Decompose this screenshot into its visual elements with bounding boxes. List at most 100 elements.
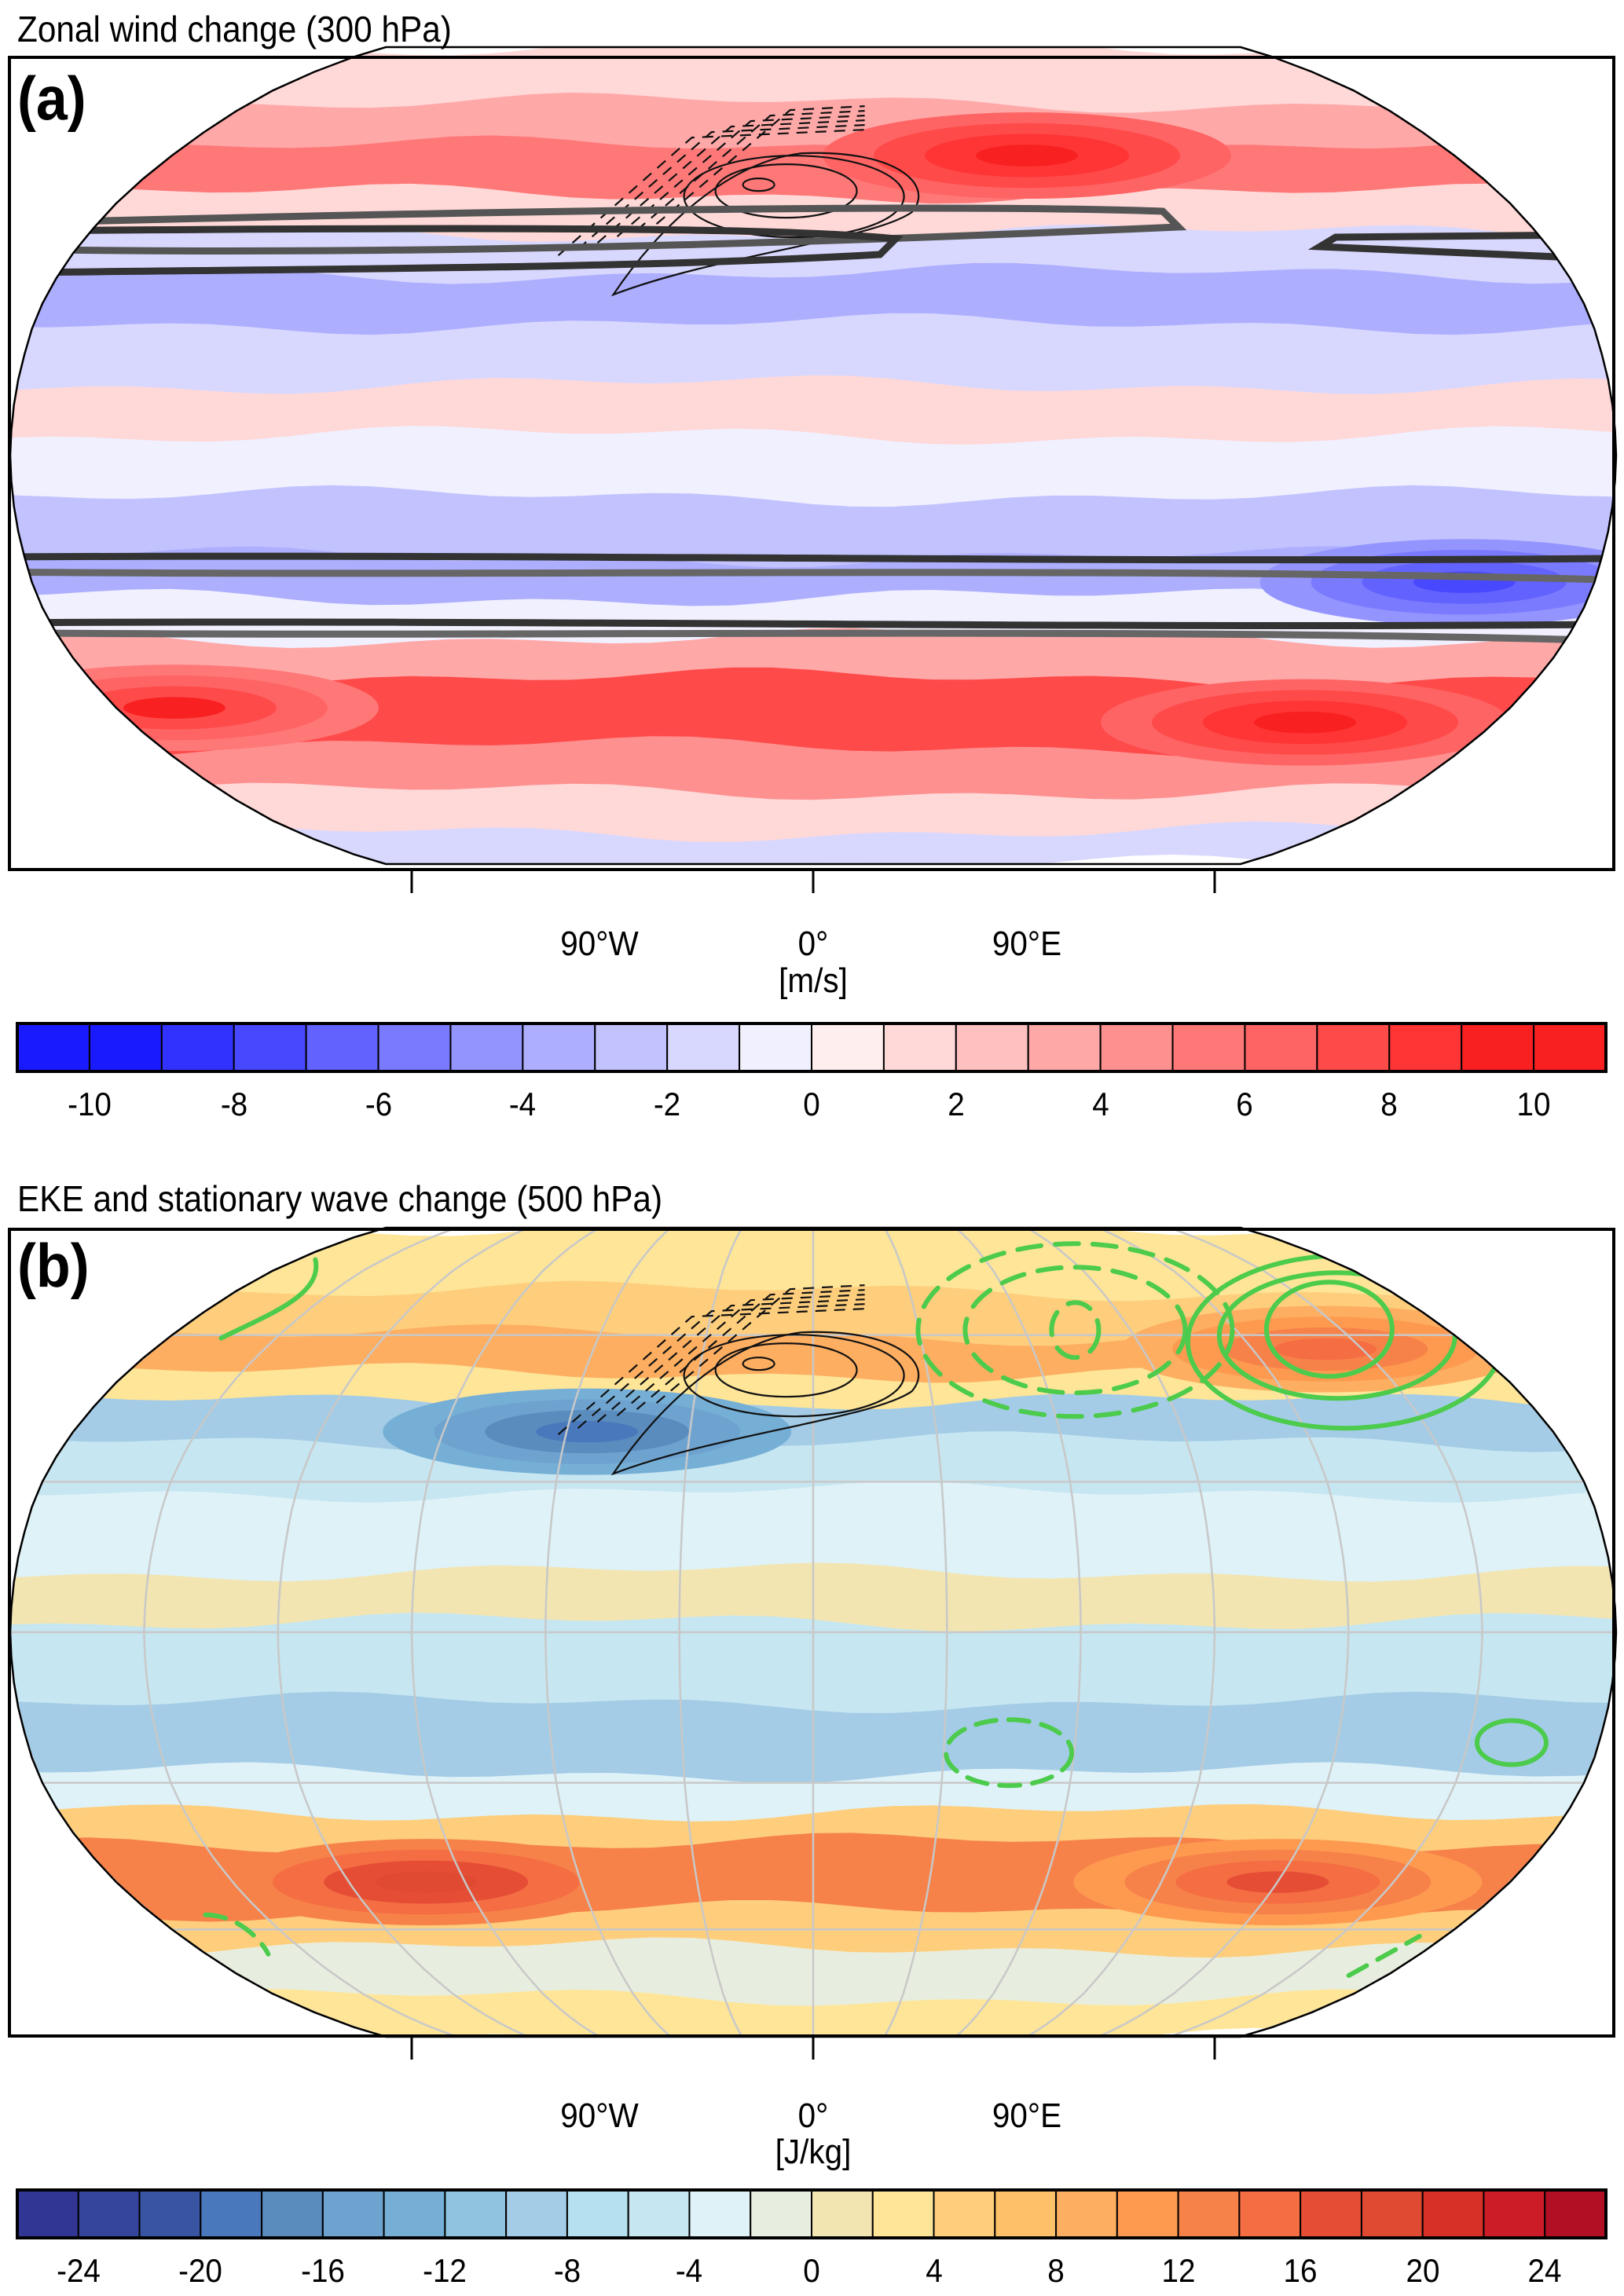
colorbar-box bbox=[1055, 2189, 1118, 2239]
colorbar-tick-label: 20 bbox=[1406, 2252, 1440, 2289]
zonal-band bbox=[10, 736, 1614, 802]
colorbar-box bbox=[882, 1023, 957, 1072]
topography-contour-dashed bbox=[616, 1294, 865, 1417]
colorbar-box bbox=[1483, 2189, 1546, 2239]
colorbar-box bbox=[233, 1023, 307, 1072]
zonal-band bbox=[10, 821, 1614, 864]
panel-b-xtick-0: 0° bbox=[797, 2096, 829, 2135]
colorbar-box bbox=[321, 2189, 385, 2239]
colorbar-outline bbox=[16, 2188, 1608, 2239]
colorbar-tick-label: 0 bbox=[803, 2252, 820, 2289]
anomaly-patch bbox=[1274, 1338, 1377, 1360]
panel-a-field bbox=[10, 47, 1616, 864]
panel-b-title: EKE and stationary wave change (500 hPa) bbox=[17, 1178, 663, 1219]
topography-contour-dashed bbox=[577, 1303, 865, 1429]
panel-b-frame bbox=[8, 1228, 1615, 2038]
colorbar-box bbox=[16, 2189, 79, 2239]
colorbar-box bbox=[594, 1023, 669, 1072]
colorbar-box bbox=[77, 2189, 141, 2239]
colorbar-tick-label: -24 bbox=[56, 2252, 101, 2289]
colorbar-box bbox=[1116, 2189, 1179, 2239]
colorbar-box bbox=[16, 1023, 90, 1072]
colorbar-tick-label: -4 bbox=[509, 1086, 537, 1122]
jet-contour bbox=[10, 225, 904, 276]
panel-a-xtick-0: 0° bbox=[797, 925, 829, 963]
colorbar-box bbox=[1300, 2189, 1362, 2239]
anomaly-patch bbox=[375, 1871, 478, 1893]
colorbar-box bbox=[383, 2189, 446, 2239]
anomaly-patch bbox=[1254, 711, 1357, 734]
topography-contour-dashed bbox=[616, 115, 865, 237]
panel-a-title: Zonal wind change (300 hPa) bbox=[17, 9, 452, 49]
colorbar-box bbox=[505, 2189, 568, 2239]
colorbar-tick-label: -4 bbox=[676, 2252, 703, 2289]
panel-a-xtick-90w: 90°W bbox=[560, 925, 639, 963]
colorbar-outline bbox=[16, 1022, 1608, 1073]
jet-contour bbox=[10, 629, 1616, 645]
panel-a-letter: (a) bbox=[17, 64, 86, 133]
colorbar-tick-label: 8 bbox=[1380, 1086, 1399, 1122]
stationary-wave-contour-negative bbox=[1346, 1934, 1422, 1978]
zonal-band bbox=[10, 1989, 1614, 2037]
topography-contour bbox=[742, 1357, 775, 1371]
colorbar-box bbox=[871, 2189, 935, 2239]
colorbar-tick-label: -8 bbox=[220, 1086, 247, 1122]
colorbar-box bbox=[566, 2189, 629, 2239]
panel-b-xtick-90e: 90°E bbox=[992, 2096, 1062, 2135]
zonal-band bbox=[10, 375, 1614, 446]
anomaly-patch bbox=[123, 697, 225, 719]
colorbar-box bbox=[444, 2189, 508, 2239]
colorbar-box bbox=[138, 2189, 202, 2239]
colorbar-box bbox=[933, 2189, 996, 2239]
colorbar-tick-label: -8 bbox=[553, 2252, 581, 2289]
stationary-wave-contour-negative bbox=[203, 1912, 271, 1957]
colorbar-box bbox=[200, 2189, 263, 2239]
panel-b-xtick-90w: 90°W bbox=[560, 2096, 639, 2135]
anomaly-patch bbox=[536, 1420, 639, 1443]
colorbar-box bbox=[1177, 2189, 1241, 2239]
stationary-wave-contour-negative bbox=[1049, 1300, 1102, 1360]
topography-contour-dashed bbox=[596, 1298, 865, 1423]
zonal-band bbox=[10, 782, 1614, 844]
zonal-band bbox=[10, 485, 1614, 569]
topography-contour bbox=[683, 1334, 905, 1418]
zonal-band bbox=[10, 1762, 1614, 1823]
stationary-wave-contour-positive bbox=[1263, 1280, 1395, 1379]
panel-a-jet-contours bbox=[10, 204, 1616, 645]
colorbar-box bbox=[160, 1023, 235, 1072]
colorbar-tick-label: 10 bbox=[1516, 1086, 1551, 1122]
topography-contour-dashed bbox=[655, 105, 865, 225]
colorbar-tick-label: -16 bbox=[300, 2252, 345, 2289]
panel-a-map-outline bbox=[9, 46, 1618, 866]
topography-contour-dashed bbox=[596, 119, 865, 244]
anomaly-patch bbox=[976, 145, 1079, 167]
panel-a-frame bbox=[8, 56, 1615, 871]
colorbar-box bbox=[1238, 2189, 1302, 2239]
panel-b-letter: (b) bbox=[17, 1231, 90, 1300]
panel-a-topography-contours bbox=[610, 152, 920, 297]
topography-contour bbox=[742, 178, 775, 192]
panel-b-topography-contours bbox=[610, 1331, 920, 1476]
topography-contour bbox=[610, 152, 920, 297]
panel-a-units: [m/s] bbox=[779, 961, 848, 1000]
colorbar-box bbox=[1421, 2189, 1485, 2239]
stationary-wave-contour-negative bbox=[944, 1717, 1075, 1789]
jet-contour bbox=[10, 204, 1187, 255]
panel-a-xtick-90e: 90°E bbox=[992, 925, 1062, 963]
colorbar-box bbox=[1533, 1023, 1608, 1072]
colorbar-tick-label: 4 bbox=[925, 2252, 943, 2289]
zonal-band bbox=[10, 1691, 1614, 1785]
panel-a-map bbox=[8, 46, 1618, 1073]
panel-b-colorbar bbox=[16, 2188, 1608, 2239]
panel-b-field bbox=[10, 1228, 1616, 2037]
zonal-band bbox=[10, 628, 1614, 691]
colorbar-box bbox=[449, 1023, 524, 1072]
zonal-band bbox=[10, 426, 1614, 509]
topography-contour-dashed bbox=[636, 110, 865, 231]
jet-contour bbox=[10, 552, 1616, 564]
jet-contour bbox=[10, 568, 1616, 584]
colorbar-box bbox=[994, 2189, 1058, 2239]
colorbar-tick-label: 2 bbox=[948, 1086, 965, 1122]
colorbar-box bbox=[666, 1023, 741, 1072]
